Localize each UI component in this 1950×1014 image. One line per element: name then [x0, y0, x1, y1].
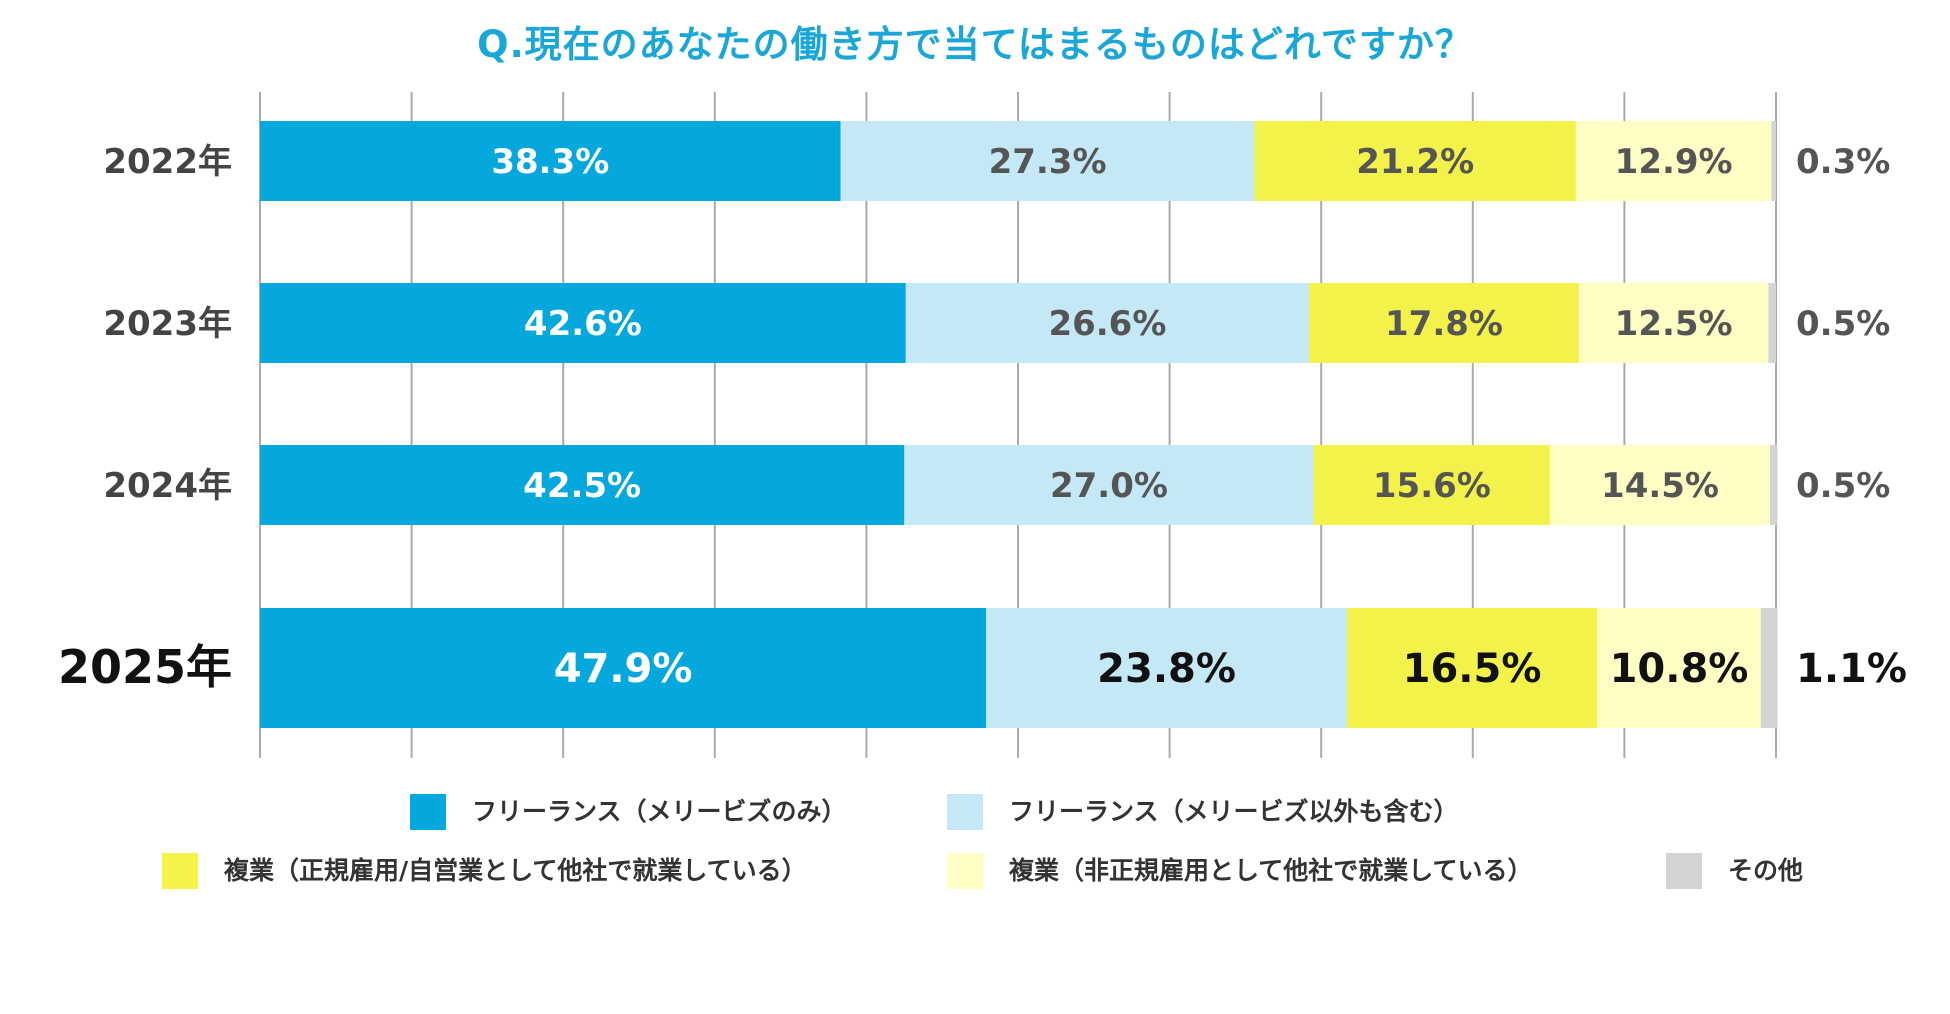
legend-label: 複業（正規雇用/自営業として他社で就業している）	[224, 856, 807, 885]
category-label: 2022年	[103, 142, 232, 182]
data-label: 26.6%	[1048, 304, 1166, 344]
data-label: 10.8%	[1610, 646, 1749, 692]
category-label: 2024年	[103, 466, 232, 506]
bar-segment	[986, 608, 1347, 728]
legend-swatch	[947, 853, 983, 889]
bar-segment	[904, 445, 1314, 525]
data-label: 12.5%	[1615, 304, 1733, 344]
data-label: 42.5%	[523, 466, 641, 506]
category-label: 2025年	[58, 640, 232, 694]
bar-segment	[1313, 445, 1551, 525]
bar-segment	[1760, 608, 1778, 728]
data-label: 27.0%	[1050, 466, 1168, 506]
legend-label: その他	[1728, 856, 1804, 885]
bar-segment	[1771, 121, 1776, 201]
legend-label: フリーランス（メリービズ以外も含む）	[1009, 797, 1459, 826]
data-label: 0.5%	[1796, 466, 1890, 506]
data-label: 23.8%	[1097, 646, 1236, 692]
data-label: 1.1%	[1796, 646, 1907, 692]
legend-swatch	[410, 794, 446, 830]
bar-segment	[1768, 283, 1776, 363]
legend-label: 複業（非正規雇用として他社で就業している）	[1009, 856, 1533, 885]
legend-swatch	[162, 853, 198, 889]
data-label: 16.5%	[1403, 646, 1542, 692]
data-label: 38.3%	[491, 142, 609, 182]
bar-segment	[260, 445, 905, 525]
category-label: 2023年	[103, 304, 232, 344]
data-label: 17.8%	[1385, 304, 1503, 344]
legend-label: フリーランス（メリービズのみ）	[472, 797, 847, 826]
data-label: 27.3%	[989, 142, 1107, 182]
data-label: 14.5%	[1601, 466, 1719, 506]
bar-segment	[1550, 445, 1770, 525]
bar-segment	[1575, 121, 1772, 201]
bar-segment	[1309, 283, 1579, 363]
legend-swatch	[1666, 853, 1702, 889]
data-label: 15.6%	[1373, 466, 1491, 506]
data-label: 42.6%	[524, 304, 642, 344]
data-label: 0.5%	[1796, 304, 1890, 344]
chart-title: Q.現在のあなたの働き方で当てはまるものはどれですか？	[477, 23, 1473, 66]
bar-segment	[1346, 608, 1598, 728]
bar-segment	[840, 121, 1255, 201]
legend-swatch	[947, 794, 983, 830]
data-label: 12.9%	[1615, 142, 1733, 182]
bar-segment	[260, 608, 987, 728]
bar-segment	[1769, 445, 1778, 525]
bar-segment	[260, 121, 841, 201]
bar-segment	[1578, 283, 1769, 363]
data-label: 0.3%	[1796, 142, 1890, 182]
data-label: 47.9%	[554, 646, 693, 692]
bar-segment	[260, 283, 906, 363]
bar-segment	[905, 283, 1310, 363]
bar-segment	[1597, 608, 1761, 728]
data-label: 21.2%	[1356, 142, 1474, 182]
bar-segment	[1254, 121, 1576, 201]
